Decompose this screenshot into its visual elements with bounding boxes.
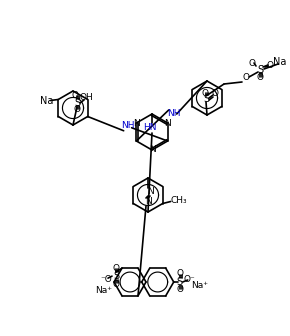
Text: OH: OH <box>79 92 93 101</box>
Text: O: O <box>176 286 183 294</box>
Text: Na: Na <box>273 57 287 67</box>
Text: S: S <box>113 271 119 281</box>
Text: N: N <box>148 145 155 155</box>
Text: O: O <box>72 91 79 100</box>
Text: Na⁺: Na⁺ <box>95 286 113 295</box>
Text: O: O <box>256 74 264 83</box>
Text: N: N <box>147 187 153 197</box>
Text: O: O <box>73 106 81 115</box>
Text: Na⁺: Na⁺ <box>191 282 208 291</box>
Text: O: O <box>242 74 249 83</box>
Text: CH₃: CH₃ <box>171 196 187 205</box>
Text: O: O <box>267 60 273 70</box>
Text: NH: NH <box>121 121 134 130</box>
Text: O: O <box>211 89 218 98</box>
Text: N: N <box>145 198 151 207</box>
Text: O: O <box>176 269 183 279</box>
Text: HN: HN <box>143 124 157 132</box>
Text: Na: Na <box>40 96 53 107</box>
Text: O: O <box>249 58 255 68</box>
Text: N: N <box>164 119 171 127</box>
Text: O: O <box>113 264 119 272</box>
Text: S: S <box>203 94 209 104</box>
Text: S: S <box>74 98 80 108</box>
Text: NH: NH <box>167 109 180 118</box>
Text: O: O <box>202 88 209 97</box>
Text: S: S <box>257 65 263 75</box>
Text: ⁻O: ⁻O <box>100 275 112 284</box>
Text: N: N <box>133 119 140 127</box>
Text: O⁻: O⁻ <box>184 275 195 284</box>
Text: S: S <box>177 277 183 287</box>
Text: O: O <box>113 280 119 289</box>
